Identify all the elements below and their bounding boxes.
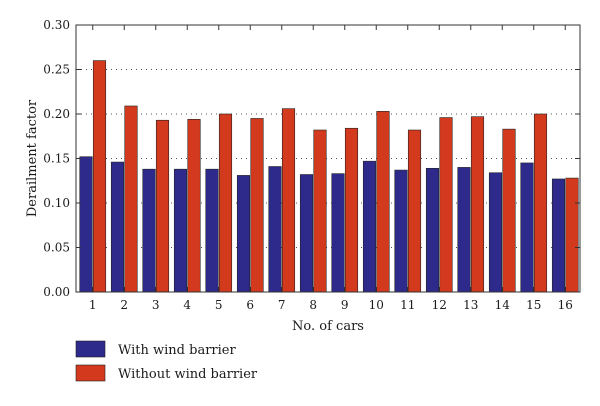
- x-tick-label: 9: [341, 298, 349, 312]
- bar-with-wind-barrier: [520, 162, 534, 293]
- bar-with-wind-barrier: [173, 168, 188, 293]
- bar-without-wind-barrier: [565, 177, 579, 293]
- x-tick-label: 16: [558, 298, 573, 312]
- x-tick-label: 3: [152, 298, 160, 312]
- bar-with-wind-barrier: [394, 169, 408, 293]
- y-axis-title: Derailment factor: [25, 99, 40, 217]
- legend-label: With wind barrier: [118, 343, 236, 358]
- bar-without-wind-barrier: [376, 111, 390, 293]
- bar-without-wind-barrier: [155, 119, 170, 293]
- x-tick-label: 4: [183, 298, 191, 312]
- bar-with-wind-barrier: [551, 178, 566, 293]
- x-tick-label: 11: [400, 298, 415, 312]
- bar-without-wind-barrier: [533, 113, 548, 293]
- bar-without-wind-barrier: [218, 113, 233, 293]
- bar-without-wind-barrier: [250, 118, 264, 293]
- x-tick-label: 7: [278, 298, 286, 312]
- bar-with-wind-barrier: [142, 168, 156, 293]
- y-tick-label: 0.15: [43, 152, 70, 166]
- bar-with-wind-barrier: [110, 161, 125, 293]
- bar-with-wind-barrier: [268, 166, 282, 293]
- x-tick-label: 5: [215, 298, 223, 312]
- bar-without-wind-barrier: [313, 129, 327, 293]
- bar-without-wind-barrier: [407, 129, 422, 293]
- legend: With wind barrier Without wind barrier: [75, 340, 258, 382]
- bar-with-wind-barrier: [488, 172, 503, 293]
- bar-without-wind-barrier: [470, 116, 485, 293]
- y-tick-label: 0.20: [43, 107, 70, 121]
- bar-without-wind-barrier: [187, 119, 201, 293]
- bar-with-wind-barrier: [236, 175, 251, 293]
- x-tick-label: 15: [526, 298, 541, 312]
- bar-with-wind-barrier: [457, 167, 471, 293]
- bar-with-wind-barrier: [331, 173, 345, 293]
- bar-with-wind-barrier: [299, 174, 314, 293]
- legend-swatch: [75, 364, 106, 382]
- y-tick-label: 0.25: [43, 63, 70, 77]
- y-tick-label: 0.00: [43, 285, 70, 299]
- bar-without-wind-barrier: [281, 108, 296, 293]
- x-tick-label: 14: [495, 298, 511, 312]
- y-tick-label: 0.05: [43, 241, 70, 255]
- bar-without-wind-barrier: [124, 105, 138, 293]
- bar-without-wind-barrier: [502, 128, 516, 293]
- bar-without-wind-barrier: [439, 117, 453, 293]
- bar-with-wind-barrier: [362, 160, 377, 293]
- y-tick-label: 0.30: [43, 18, 70, 32]
- legend-label: Without wind barrier: [118, 367, 258, 382]
- x-tick-label: 12: [432, 298, 447, 312]
- bar-with-wind-barrier: [205, 168, 219, 293]
- legend-swatch: [75, 340, 106, 358]
- bar-without-wind-barrier: [92, 60, 107, 293]
- axis-ticks: 0.000.050.100.150.200.250.301 2 3 4 5 6 7 8 9 10 1…: [43, 18, 580, 312]
- x-axis-title: No. of cars: [292, 319, 364, 334]
- x-tick-label: 2: [120, 298, 128, 312]
- x-tick-label: 8: [309, 298, 317, 312]
- x-tick-label: 1: [89, 298, 97, 312]
- bar-with-wind-barrier: [425, 167, 440, 293]
- bars: [79, 60, 579, 293]
- bar-without-wind-barrier: [344, 127, 359, 293]
- bar-with-wind-barrier: [79, 156, 93, 293]
- x-tick-label: 10: [369, 298, 384, 312]
- x-tick-label: 13: [463, 298, 478, 312]
- y-tick-label: 0.10: [43, 196, 70, 210]
- x-tick-label: 6: [246, 298, 254, 312]
